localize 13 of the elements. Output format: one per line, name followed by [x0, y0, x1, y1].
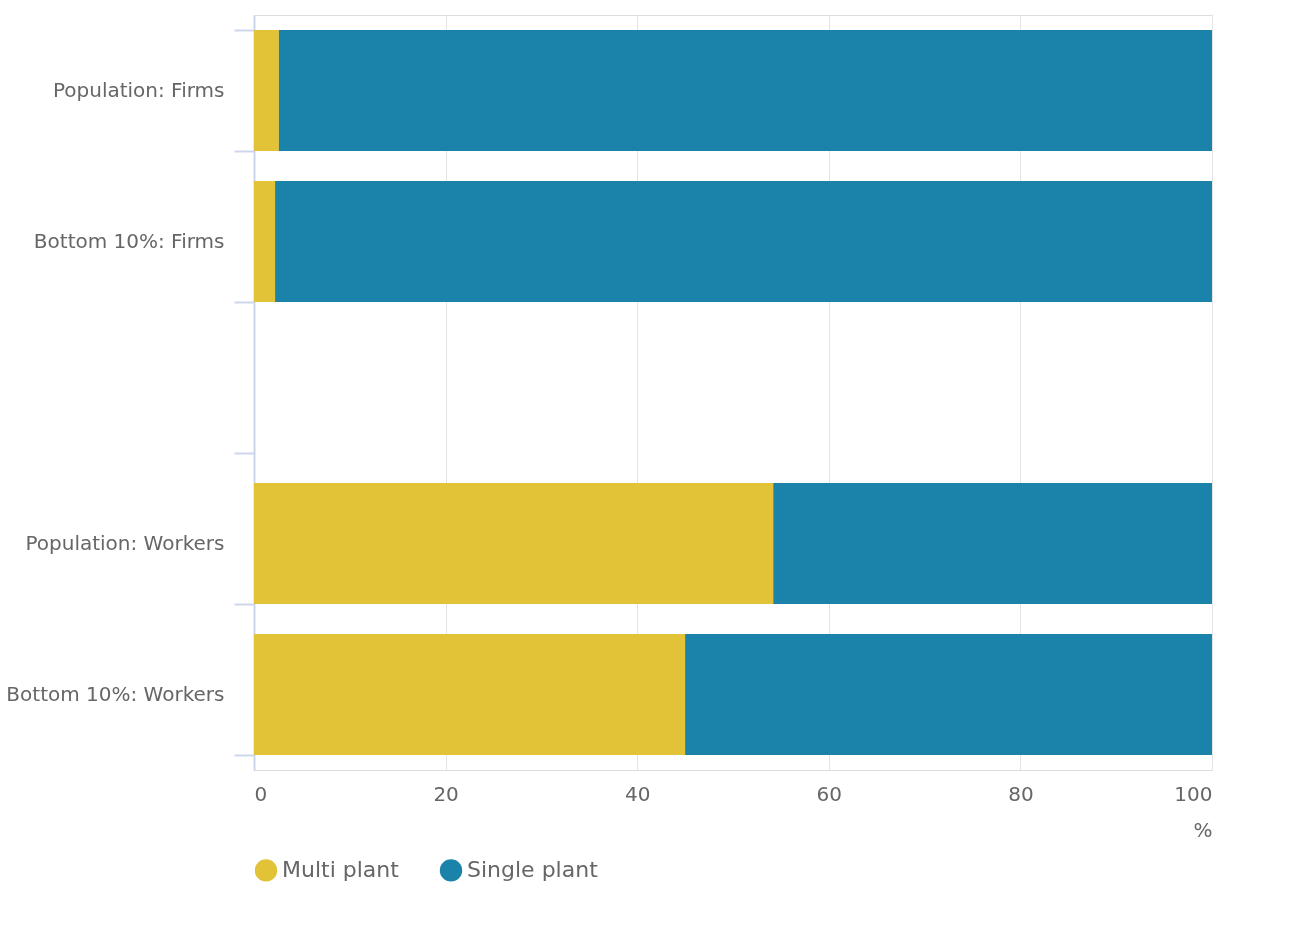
legend-label: Single plant [467, 857, 599, 883]
x-tick-label: 60 [816, 781, 843, 806]
y-tick-label: Bottom 10%: Workers [6, 682, 225, 706]
x-tick-label: 80 [1008, 781, 1034, 806]
x-tick-label: 40 [624, 781, 651, 806]
y-tick-label: Population: Firms [52, 78, 225, 102]
legend-label: Multi plant [282, 857, 400, 883]
y-tick-label: Population: Workers [25, 531, 225, 555]
x-axis-title: % [1193, 817, 1213, 842]
y-tick-label: Bottom 10%: Firms [33, 229, 225, 253]
x-tick-label: 0 [254, 781, 268, 806]
x-tick-label: 20 [433, 781, 459, 806]
x-tick-label: 100 [1174, 781, 1213, 806]
